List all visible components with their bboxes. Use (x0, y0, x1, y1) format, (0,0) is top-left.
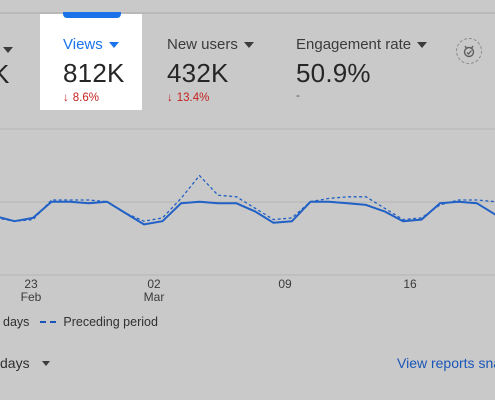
line-chart (0, 128, 495, 276)
arrow-down-icon: ↓ (167, 92, 173, 104)
metric-delta-value: 8.6% (72, 92, 99, 104)
insights-icon (463, 45, 475, 58)
metric-card-views-selected[interactable] (40, 14, 142, 110)
caret-down-icon (108, 42, 119, 48)
x-tick-label: 23 Feb (17, 278, 45, 304)
chart-legend: days Preceding period (3, 315, 158, 329)
metric-label: New users (167, 36, 267, 53)
selected-tab-indicator (63, 12, 121, 18)
legend-current-label: days (3, 315, 30, 329)
date-range-label: days (0, 355, 30, 371)
x-tick-day: 02 (147, 277, 161, 291)
insights-button[interactable] (456, 38, 482, 64)
x-tick-label: 16 (396, 278, 424, 291)
metric-value: 50.9% (296, 58, 371, 88)
metric-engagement-rate[interactable]: Engagement rate 50.9% - (296, 36, 436, 108)
metric-users[interactable]: K (0, 30, 30, 110)
x-tick-day: 23 (24, 277, 38, 291)
x-tick-month: Mar (143, 290, 165, 304)
caret-down-icon (243, 42, 254, 48)
legend-dashed-swatch (40, 321, 57, 323)
metric-delta: ↓ 13.4% (167, 92, 209, 104)
caret-down-icon (41, 361, 50, 366)
metric-value: K (0, 59, 10, 89)
metric-label-text: New users (167, 36, 238, 53)
date-range-selector[interactable]: days (0, 355, 50, 371)
x-tick-day: 16 (403, 277, 417, 291)
legend-preceding-label: Preceding period (63, 315, 158, 329)
series-line-preceding-period (0, 174, 495, 222)
x-tick-label: 02 Mar (140, 278, 168, 304)
metric-label: Views (63, 36, 143, 53)
x-tick-month: Feb (20, 290, 42, 304)
metric-value: 812K (63, 58, 125, 88)
metric-label-text: Engagement rate (296, 36, 412, 53)
metric-delta: - (296, 90, 300, 102)
metric-delta-value: 13.4% (176, 92, 210, 104)
x-tick-label: 09 (271, 278, 299, 291)
metric-label: Engagement rate (296, 36, 436, 53)
metric-delta: ↓ 8.6% (63, 92, 99, 104)
metric-label-text: Views (63, 36, 103, 53)
series-line-current (0, 200, 495, 226)
arrow-down-icon: ↓ (63, 92, 69, 104)
metric-views[interactable]: Views 812K ↓ 8.6% (63, 36, 143, 108)
x-tick-day: 09 (278, 277, 292, 291)
caret-down-icon (3, 47, 13, 53)
view-reports-snapshot-link[interactable]: View reports sna (397, 355, 495, 371)
card-top-border (0, 12, 495, 14)
metric-value: 432K (167, 58, 229, 88)
metric-new-users[interactable]: New users 432K ↓ 13.4% (167, 36, 267, 108)
caret-down-icon (417, 42, 428, 48)
